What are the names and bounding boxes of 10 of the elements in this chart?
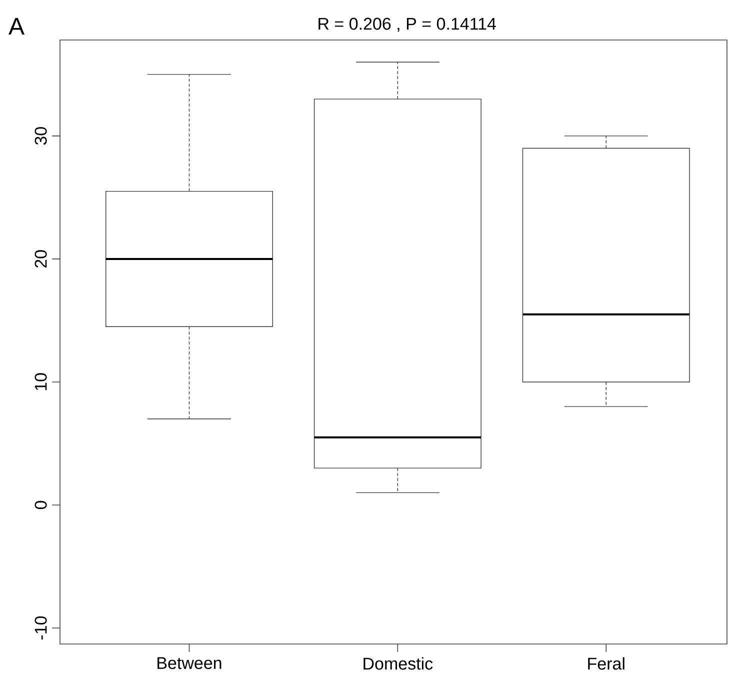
y-tick-label: 30 [34,127,47,145]
y-tick-label: 20 [34,250,47,268]
chart-title: R = 0.206 , P = 0.14114 [318,18,496,32]
x-tick-label: Feral [588,657,624,670]
y-tick-label: 0 [34,500,47,510]
y-tick-label: -10 [34,616,47,640]
text: A [8,18,24,35]
x-tick-label: Between [158,657,222,670]
y-tick-label: 10 [34,373,47,390]
x-tick-label: Domestic [364,657,433,670]
